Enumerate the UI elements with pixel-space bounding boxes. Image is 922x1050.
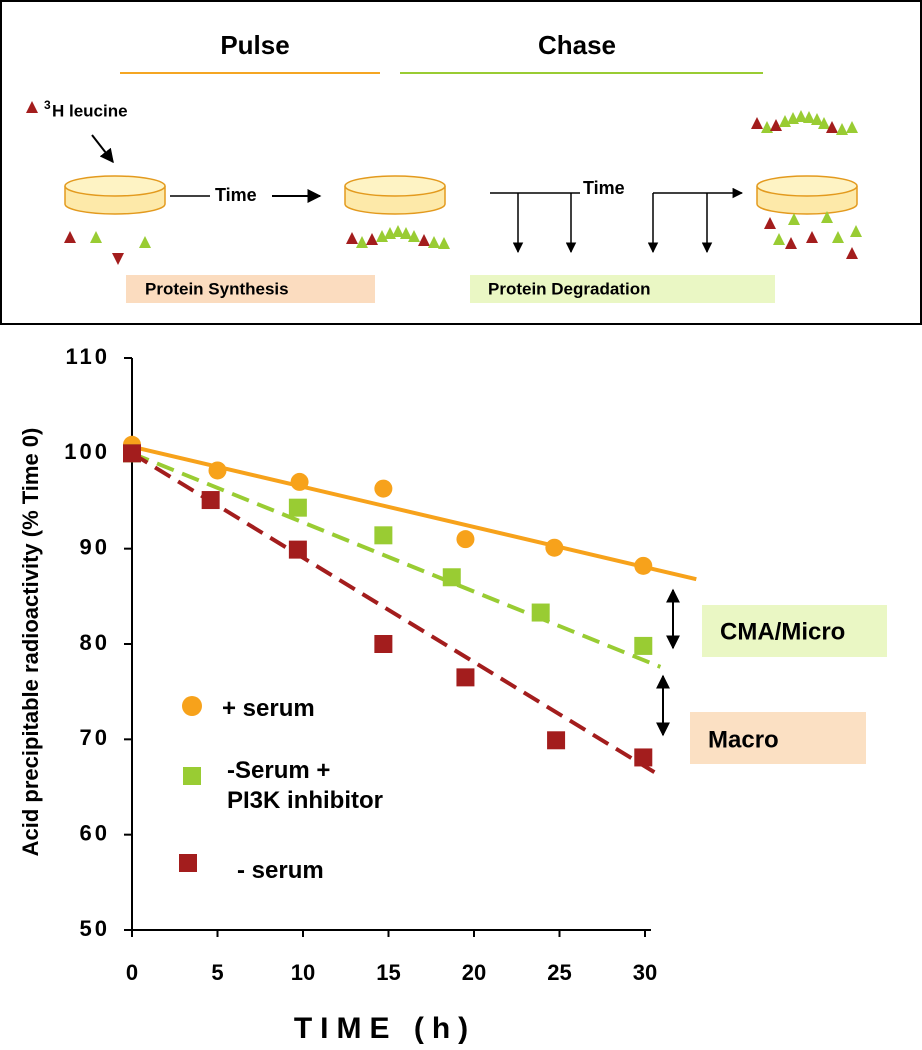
synthesis-label: Protein Synthesis xyxy=(145,279,289,298)
triangle xyxy=(832,231,844,243)
point xyxy=(374,526,393,545)
point xyxy=(290,472,309,491)
x-tick-label: 5 xyxy=(211,960,223,985)
diagram-frame xyxy=(0,0,922,325)
time-label: Time xyxy=(215,185,257,205)
y-tick-label: 50 xyxy=(80,916,110,941)
triangle xyxy=(400,227,412,239)
triangle xyxy=(846,121,858,133)
y-tick-label: 110 xyxy=(66,344,111,369)
x-tick-label: 10 xyxy=(291,960,315,985)
pulse-label: Pulse xyxy=(220,30,289,60)
point xyxy=(123,444,141,463)
time-label: Time xyxy=(583,178,625,198)
triangle xyxy=(418,234,430,246)
triangle xyxy=(818,117,830,129)
synthesis-box xyxy=(126,275,375,303)
x-axis-label: TIME (h) xyxy=(294,1012,476,1045)
triangle xyxy=(770,119,782,131)
triangle xyxy=(428,236,440,248)
triangle xyxy=(90,231,102,243)
point xyxy=(545,538,564,557)
triangle xyxy=(139,236,151,248)
legend-label: -Serum + PI3K inhibitor xyxy=(227,757,383,814)
point xyxy=(208,461,227,480)
x-tick-label: 30 xyxy=(633,960,657,985)
triangle xyxy=(64,231,76,243)
trend-line xyxy=(131,451,662,669)
triangle xyxy=(773,233,785,245)
dish-top xyxy=(64,175,166,197)
arrow xyxy=(91,134,114,164)
y-tick-label: 70 xyxy=(80,725,110,750)
tracer-label: H leucine xyxy=(52,101,128,120)
x-tick-label: 20 xyxy=(462,960,486,985)
degradation-box xyxy=(470,275,775,303)
triangle xyxy=(751,117,763,129)
triangle xyxy=(821,211,833,223)
point xyxy=(456,530,475,549)
triangle xyxy=(846,247,858,259)
legend-label: - serum xyxy=(237,857,324,884)
triangle xyxy=(811,113,823,125)
legend-label: + serum xyxy=(222,695,315,722)
point xyxy=(374,479,393,498)
y-tick-label: 60 xyxy=(80,820,110,845)
triangle xyxy=(850,225,862,237)
triangle xyxy=(785,237,797,249)
y-tick-label: 90 xyxy=(80,534,110,559)
diagram-icons xyxy=(26,101,862,265)
point xyxy=(288,540,307,559)
annotation: Macro xyxy=(708,726,779,753)
point xyxy=(634,748,653,767)
triangle xyxy=(356,236,368,248)
point xyxy=(531,603,550,622)
y-axis-label: Acid precipitable radioactivity (% Time … xyxy=(18,428,43,857)
x-tick-label: 25 xyxy=(547,960,571,985)
triangle xyxy=(803,111,815,123)
point xyxy=(201,491,220,510)
x-tick-label: 15 xyxy=(376,960,400,985)
triangle xyxy=(826,121,838,133)
point xyxy=(634,556,653,575)
annotation-box xyxy=(690,712,866,764)
triangle xyxy=(788,213,800,225)
annotation: CMA/Micro xyxy=(720,618,845,645)
point xyxy=(547,731,566,750)
triangle xyxy=(112,253,124,265)
triangle xyxy=(408,230,420,242)
trend-line xyxy=(130,451,657,775)
x-tick-label: 0 xyxy=(126,960,138,985)
legend-marker xyxy=(182,696,202,716)
degradation-label: Protein Degradation xyxy=(488,279,650,298)
triangle xyxy=(795,110,807,122)
dish-top xyxy=(344,175,446,197)
plot: 50 60 70 80 90 100 110 0 5 10 15 20 25 30 xyxy=(64,344,697,985)
annotation-box xyxy=(702,605,887,657)
triangle xyxy=(26,101,38,113)
triangle xyxy=(392,225,404,237)
point xyxy=(374,635,393,653)
triangle xyxy=(438,237,450,249)
triangle xyxy=(836,123,848,135)
point xyxy=(456,668,475,687)
legend-marker xyxy=(179,854,197,872)
dish-top xyxy=(756,175,858,197)
y-tick-label: 80 xyxy=(80,630,110,655)
legend-marker xyxy=(183,767,201,785)
triangle xyxy=(761,121,773,133)
point xyxy=(442,568,461,587)
y-tick-label: 100 xyxy=(64,439,110,464)
triangle xyxy=(366,233,378,245)
point xyxy=(634,636,653,655)
triangle xyxy=(346,232,358,244)
chase-label: Chase xyxy=(538,30,616,60)
triangle xyxy=(764,217,776,229)
triangle xyxy=(806,231,818,243)
tracer-superscript: 3 xyxy=(44,98,51,112)
point xyxy=(288,498,307,517)
